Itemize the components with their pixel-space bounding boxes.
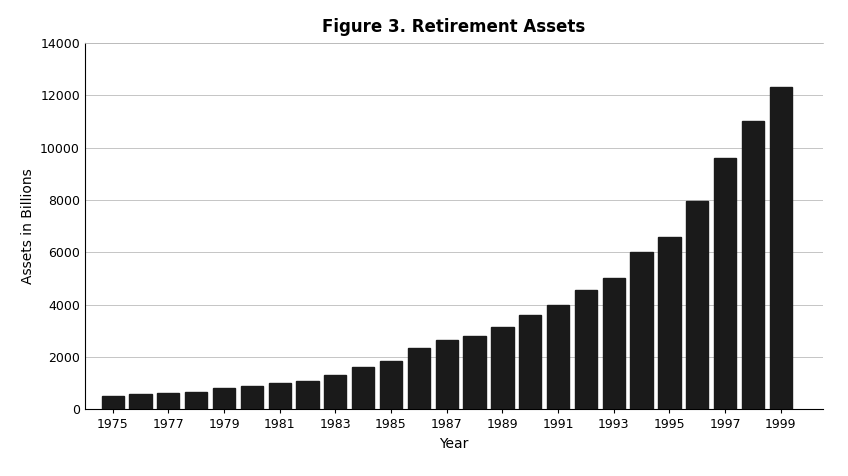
Bar [380,361,402,409]
Bar [436,340,458,409]
Bar [185,392,207,409]
Bar [102,396,124,409]
Bar [130,394,152,409]
Bar [463,336,486,409]
Bar [491,327,514,409]
X-axis label: Year: Year [439,437,468,451]
Bar [547,305,569,409]
Bar [269,383,291,409]
Bar [575,290,597,409]
Bar [686,201,708,409]
Bar [714,158,736,409]
Bar [157,393,180,409]
Bar [324,375,347,409]
Bar [770,87,792,409]
Y-axis label: Assets in Billions: Assets in Billions [20,168,35,284]
Bar [519,315,541,409]
Title: Figure 3. Retirement Assets: Figure 3. Retirement Assets [322,18,585,36]
Bar [630,252,653,409]
Bar [742,121,764,409]
Bar [241,386,263,409]
Bar [603,278,625,409]
Bar [213,388,235,409]
Bar [658,237,681,409]
Bar [408,348,430,409]
Bar [352,367,374,409]
Bar [297,381,319,409]
